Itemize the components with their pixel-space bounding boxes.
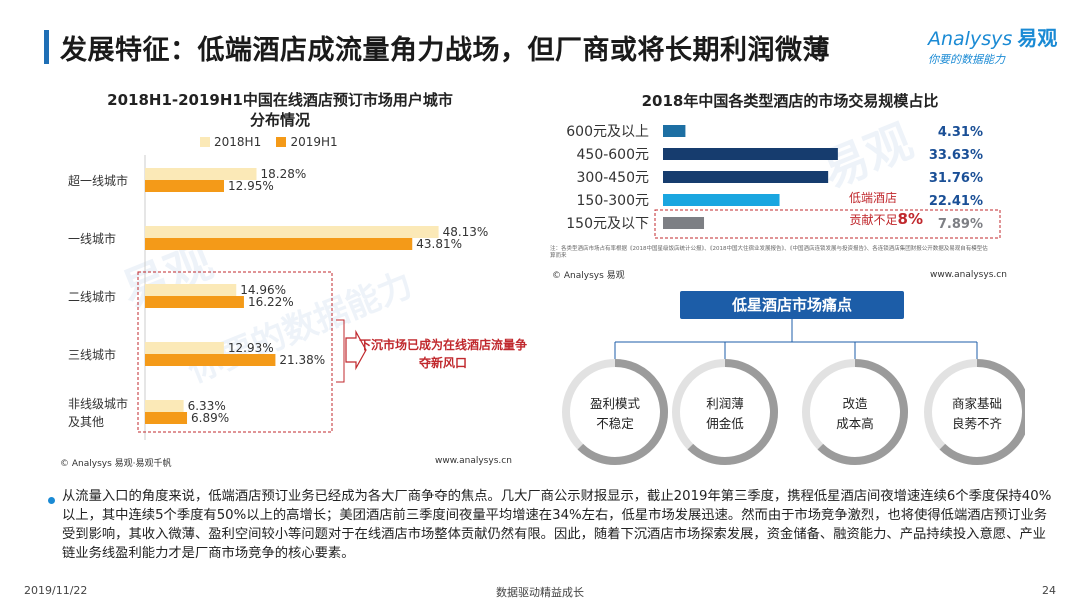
category-label: 二线城市 — [68, 289, 116, 304]
pain-point-circle — [683, 370, 767, 454]
pain-points-title: 低星酒店市场痛点 — [680, 291, 904, 319]
pain-point-circle — [935, 370, 1019, 454]
highlight-box — [137, 271, 333, 433]
pain-point-label: 利润薄 — [706, 396, 744, 411]
right-chart-title: 2018年中国各类型酒店的市场交易规模占比 — [641, 92, 939, 110]
bar-2019 — [145, 296, 244, 308]
data-label-2019: 12.95% — [228, 179, 274, 193]
bar-2019 — [145, 412, 188, 424]
body-paragraph: 从流量入口的角度来说，低端酒店预订业务已经成为各大厂商争夺的焦点。几大厂商公示财… — [62, 489, 1052, 561]
contribution-annotation: 贡献不足8% — [850, 210, 923, 228]
pain-point-circle — [813, 370, 897, 454]
legend-label-2018: 2018H1 — [214, 135, 262, 149]
data-label-2019: 21.38% — [279, 353, 325, 367]
data-label-2018: 18.28% — [261, 167, 307, 181]
pain-point-label: 佣金低 — [706, 416, 744, 431]
title-accent-bar — [44, 30, 49, 64]
page-title: 发展特征：低端酒店成流量角力战场，但厂商或将长期利润微薄 — [60, 35, 830, 66]
category-label: 600元及以上 — [566, 124, 649, 140]
right-bar-chart: 600元及以上 4.31% 450-600元 33.63% 300-450元 31.76%… — [566, 124, 1001, 239]
left-chart-title: 2018H1-2019H1中国在线酒店预订市场用户城市分布情况 — [107, 91, 453, 129]
pain-point-arc — [817, 359, 908, 465]
pain-point-label: 改造 — [842, 396, 868, 411]
bar-2019 — [145, 238, 413, 250]
bar-2018 — [145, 400, 184, 412]
legend-label-2019: 2019H1 — [290, 135, 338, 149]
left-chart-source: © Analysys 易观·易观千帆 — [60, 459, 172, 469]
pain-point-label: 成本高 — [836, 416, 874, 431]
callout-bracket — [336, 319, 345, 383]
category-label: 及其他 — [68, 415, 104, 429]
category-label: 300-450元 — [577, 170, 650, 186]
data-label-2018: 48.13% — [443, 225, 489, 239]
bar — [663, 125, 686, 137]
pain-point-label: 不稳定 — [596, 416, 634, 431]
category-label: 150-300元 — [577, 193, 650, 209]
bullet-icon — [48, 497, 55, 504]
right-chart-source: © Analysys 易观 — [552, 271, 625, 281]
data-label-2018: 6.33% — [188, 399, 226, 413]
data-label-2018: 12.93% — [228, 341, 274, 355]
legend-item-2018: 2018H1 — [200, 135, 261, 149]
legend-swatch-2019 — [276, 137, 287, 147]
category-label: 非线级城市 — [68, 396, 128, 411]
data-label-2019: 6.89% — [191, 411, 229, 425]
category-label: 一线城市 — [68, 231, 116, 246]
category-label: 超一线城市 — [68, 173, 128, 188]
footer-date: 2019/11/22 — [24, 584, 88, 597]
pain-point-label: 盈利模式 — [590, 396, 641, 411]
low-end-highlight-box — [654, 209, 1001, 239]
left-chart-url: www.analysys.cn — [435, 456, 512, 466]
category-label: 150元及以下 — [566, 216, 649, 232]
logo-text-en: Analysys — [928, 28, 1013, 50]
data-label: 4.31% — [938, 125, 983, 140]
data-label: 31.76% — [929, 171, 983, 186]
logo-text-cn: 易观 — [1017, 26, 1058, 50]
left-chart-callout: 下沉市场已成为在线酒店流量争夺新风口 — [358, 338, 527, 370]
data-label-2019: 43.81% — [416, 237, 462, 251]
logo-tagline: 你要的数据能力 — [928, 53, 1005, 66]
category-label: 三线城市 — [68, 347, 116, 362]
data-label: 22.41% — [929, 194, 983, 209]
data-label-2018: 14.96% — [240, 283, 286, 297]
pain-point-label: 良莠不齐 — [952, 416, 1003, 431]
category-label: 450-600元 — [577, 147, 650, 163]
footer-slogan: 数据驱动精益成长 — [496, 586, 584, 599]
bar-2019 — [145, 354, 276, 366]
low-end-annotation: 低端酒店 — [849, 191, 897, 205]
bar-2018 — [145, 226, 439, 238]
left-bar-chart: 18.28%12.95%超一线城市48.13%43.81%一线城市14.96%1… — [68, 155, 489, 440]
bar-2018 — [145, 284, 237, 296]
bar — [663, 148, 838, 160]
pain-point-arc — [687, 359, 778, 465]
legend-swatch-2018 — [200, 137, 210, 147]
page-number: 24 — [1042, 584, 1056, 597]
bar — [663, 217, 705, 229]
legend-item-2019: 2019H1 — [276, 135, 338, 149]
callout-arrow-icon — [345, 329, 367, 371]
left-chart-legend: 2018H1 2019H1 — [200, 135, 338, 149]
analysys-logo: Analysys 易观 你要的数据能力 — [928, 22, 1068, 72]
pain-point-label: 商家基础 — [952, 396, 1002, 411]
pain-point-arc — [577, 359, 668, 465]
pain-point-arc — [939, 359, 1025, 465]
pain-point-circle — [573, 370, 657, 454]
right-chart-url: www.analysys.cn — [930, 270, 1007, 280]
data-label-2019: 16.22% — [248, 295, 294, 309]
data-label: 7.89% — [938, 217, 983, 232]
bar-2018 — [145, 342, 224, 354]
bar-2018 — [145, 168, 257, 180]
right-chart-note: 注：各类型酒店市场占有率根据《2018中国星级饭店统计公报》、《2018中国大住… — [550, 246, 988, 259]
bar — [663, 194, 780, 206]
bar — [663, 171, 829, 183]
bar-2019 — [145, 180, 224, 192]
data-label: 33.63% — [929, 148, 983, 163]
